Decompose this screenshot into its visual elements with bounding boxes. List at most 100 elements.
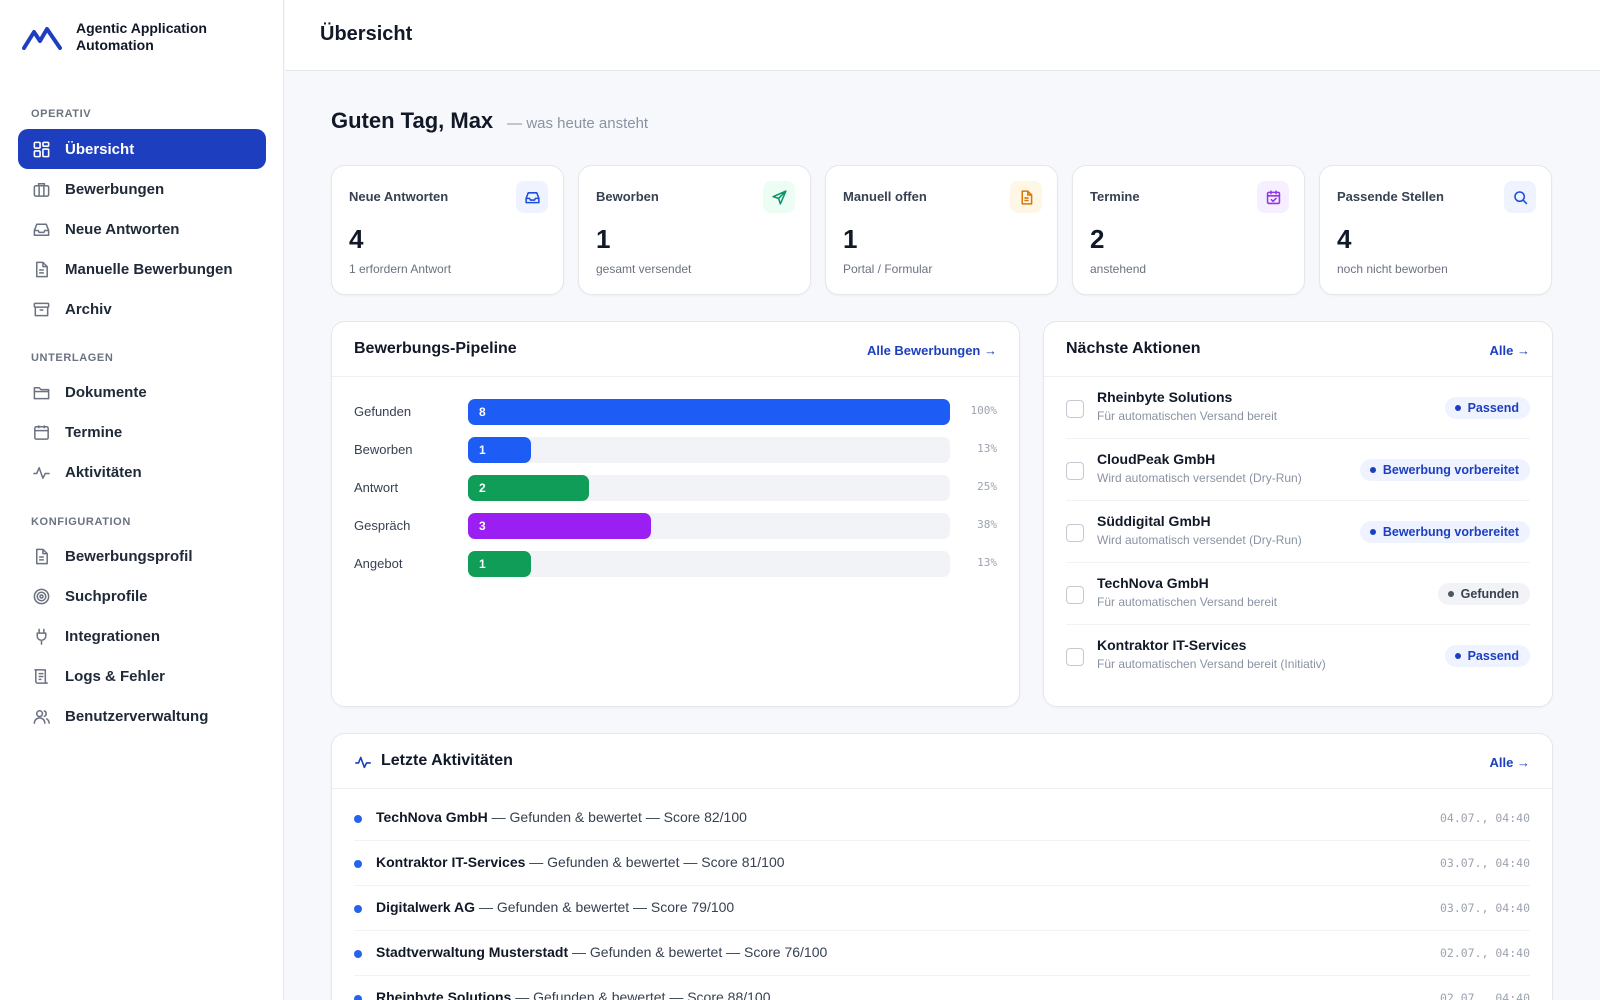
mountain-logo-icon xyxy=(22,27,62,50)
action-checkbox[interactable] xyxy=(1066,524,1084,542)
sidebar-item-label: Termine xyxy=(65,423,123,441)
kpi-subtext: 1 erfordern Antwort xyxy=(349,262,452,276)
activity-icon xyxy=(354,753,372,771)
activity-icon xyxy=(31,462,51,482)
sidebar-item-label: Integrationen xyxy=(65,627,161,645)
action-company: Süddigital GmbH xyxy=(1097,513,1211,529)
pipeline-percent: 38% xyxy=(977,518,997,531)
status-dot-icon xyxy=(1369,467,1376,473)
action-checkbox[interactable] xyxy=(1066,400,1084,418)
activity-description: — Gefunden & bewertet — Score 76/100 xyxy=(568,944,828,960)
activity-row[interactable]: TechNova GmbH — Gefunden & bewertet — Sc… xyxy=(354,796,1530,841)
kpi-card-manuell-offen[interactable]: Manuell offen 1 Portal / Formular xyxy=(825,165,1058,295)
action-item[interactable]: Süddigital GmbH Wird automatisch versende… xyxy=(1066,501,1530,563)
sidebar-item-dokumente[interactable]: Dokumente xyxy=(18,372,266,412)
pipeline-bar: 8 xyxy=(468,399,950,425)
action-description: Wird automatisch versendet (Dry-Run) xyxy=(1097,533,1302,547)
activity-company: Stadtverwaltung Musterstadt xyxy=(376,944,569,960)
action-item[interactable]: Kontraktor IT-Services Für automatischen … xyxy=(1066,625,1530,687)
activity-dot-icon xyxy=(354,950,362,958)
activity-timestamp: 02.07., 04:40 xyxy=(1439,991,1530,1000)
activity-description: — Gefunden & bewertet — Score 81/100 xyxy=(525,854,785,870)
sidebar-item-bewerbungen[interactable]: Bewerbungen xyxy=(18,169,266,209)
pipeline-stage-label: Gespräch xyxy=(354,518,411,533)
pipeline-row: Beworben 1 13% xyxy=(354,437,997,463)
sidebar-item-label: Archiv xyxy=(65,300,112,318)
action-item[interactable]: TechNova GmbH Für automatischen Versand b… xyxy=(1066,563,1530,625)
sidebar-item-label: Logs & Fehler xyxy=(65,667,166,685)
action-company: Rheinbyte Solutions xyxy=(1097,389,1233,405)
action-item[interactable]: CloudPeak GmbH Wird automatisch versendet… xyxy=(1066,439,1530,501)
sidebar-item-label: Dokumente xyxy=(65,383,147,401)
status-dot-icon xyxy=(1447,591,1454,597)
kpi-value: 4 xyxy=(349,224,364,254)
action-checkbox[interactable] xyxy=(1066,648,1084,666)
activity-text: TechNova GmbH — Gefunden & bewertet — Sc… xyxy=(376,809,747,825)
sidebar-item-neue-antworten[interactable]: Neue Antworten xyxy=(18,209,266,249)
send-icon xyxy=(763,181,795,213)
pipeline-row: Antwort 2 25% xyxy=(354,475,997,501)
kpi-value: 4 xyxy=(1337,224,1352,254)
pipeline-title: Bewerbungs-Pipeline xyxy=(354,340,517,357)
activity-dot-icon xyxy=(354,995,362,1000)
sidebar: Agentic Application Automation OPERATIV … xyxy=(0,0,284,1000)
status-dot-icon xyxy=(1454,405,1461,411)
sidebar-item-integrationen[interactable]: Integrationen xyxy=(18,616,266,656)
pipeline-stage-label: Gefunden xyxy=(354,404,412,419)
activity-dot-icon xyxy=(354,905,362,913)
panel-header: Letzte Aktivitäten Alle → xyxy=(332,734,1552,789)
kpi-label: Passende Stellen xyxy=(1337,189,1444,204)
status-badge: Gefunden xyxy=(1437,583,1530,605)
brand-name: Agentic Application Automation xyxy=(76,20,207,53)
action-description: Für automatischen Versand bereit xyxy=(1097,409,1278,423)
activity-row[interactable]: Kontraktor IT-Services — Gefunden & bewe… xyxy=(354,841,1530,886)
action-checkbox[interactable] xyxy=(1066,462,1084,480)
action-description: Wird automatisch versendet (Dry-Run) xyxy=(1097,471,1302,485)
brand[interactable]: Agentic Application Automation xyxy=(22,20,226,54)
status-badge: Bewerbung vorbereitet xyxy=(1359,459,1530,481)
kpi-card-termine[interactable]: Termine 2 anstehend xyxy=(1072,165,1305,295)
pipeline-bar-track: 8 xyxy=(468,399,950,425)
pipeline-percent: 13% xyxy=(977,442,997,455)
activity-dot-icon xyxy=(354,860,362,868)
kpi-card-beworben[interactable]: Beworben 1 gesamt versendet xyxy=(578,165,811,295)
activity-text: Rheinbyte Solutions — Gefunden & bewerte… xyxy=(376,989,771,1000)
activity-row[interactable]: Stadtverwaltung Musterstadt — Gefunden &… xyxy=(354,931,1530,976)
pipeline-stage-label: Beworben xyxy=(354,442,413,457)
activity-company: Rheinbyte Solutions xyxy=(376,989,512,1000)
activity-description: — Gefunden & bewertet — Score 88/100 xyxy=(511,989,771,1000)
activity-text: Stadtverwaltung Musterstadt — Gefunden &… xyxy=(376,944,827,960)
kpi-value: 1 xyxy=(596,224,611,254)
next-actions-panel: Nächste Aktionen Alle → Rheinbyte Soluti… xyxy=(1043,321,1553,707)
sidebar-item-logs-fehler[interactable]: Logs & Fehler xyxy=(18,656,266,696)
sidebar-item-bewerbungsprofil[interactable]: Bewerbungsprofil xyxy=(18,536,266,576)
activity-timestamp: 03.07., 04:40 xyxy=(1439,856,1530,870)
alle-aktionen-link[interactable]: Alle → xyxy=(1489,343,1530,358)
scroll-icon xyxy=(31,666,51,686)
sidebar-item-aktivitaeten[interactable]: Aktivitäten xyxy=(18,452,266,492)
status-badge: Passend xyxy=(1444,397,1530,419)
activities-panel: Letzte Aktivitäten Alle → TechNova GmbH … xyxy=(331,733,1553,1000)
kpi-subtext: noch nicht beworben xyxy=(1337,262,1448,276)
sidebar-item-termine[interactable]: Termine xyxy=(18,412,266,452)
kpi-card-passende-stellen[interactable]: Passende Stellen 4 noch nicht beworben xyxy=(1319,165,1552,295)
kpi-label: Beworben xyxy=(596,189,659,204)
sidebar-item-manuelle-bewerbungen[interactable]: Manuelle Bewerbungen xyxy=(18,249,266,289)
sidebar-item-suchprofile[interactable]: Suchprofile xyxy=(18,576,266,616)
sidebar-item-benutzerverwaltung[interactable]: Benutzerverwaltung xyxy=(18,696,266,736)
search-icon xyxy=(1504,181,1536,213)
action-checkbox[interactable] xyxy=(1066,586,1084,604)
sidebar-item-uebersicht[interactable]: Übersicht xyxy=(18,129,266,169)
alle-bewerbungen-link[interactable]: Alle Bewerbungen → xyxy=(866,343,997,358)
activity-row[interactable]: Rheinbyte Solutions — Gefunden & bewerte… xyxy=(354,976,1530,1000)
activity-row[interactable]: Digitalwerk AG — Gefunden & bewertet — S… xyxy=(354,886,1530,931)
status-badge: Passend xyxy=(1444,645,1530,667)
sidebar-item-archiv[interactable]: Archiv xyxy=(18,289,266,329)
kpi-label: Termine xyxy=(1090,189,1140,204)
pipeline-bar-track: 2 xyxy=(468,475,950,501)
action-item[interactable]: Rheinbyte Solutions Für automatischen Ver… xyxy=(1066,377,1530,439)
sidebar-item-label: Aktivitäten xyxy=(65,463,142,481)
kpi-card-neue-antworten[interactable]: Neue Antworten 4 1 erfordern Antwort xyxy=(331,165,564,295)
pipeline-bar-track: 1 xyxy=(468,437,950,463)
alle-aktivitaeten-link[interactable]: Alle → xyxy=(1489,755,1530,770)
